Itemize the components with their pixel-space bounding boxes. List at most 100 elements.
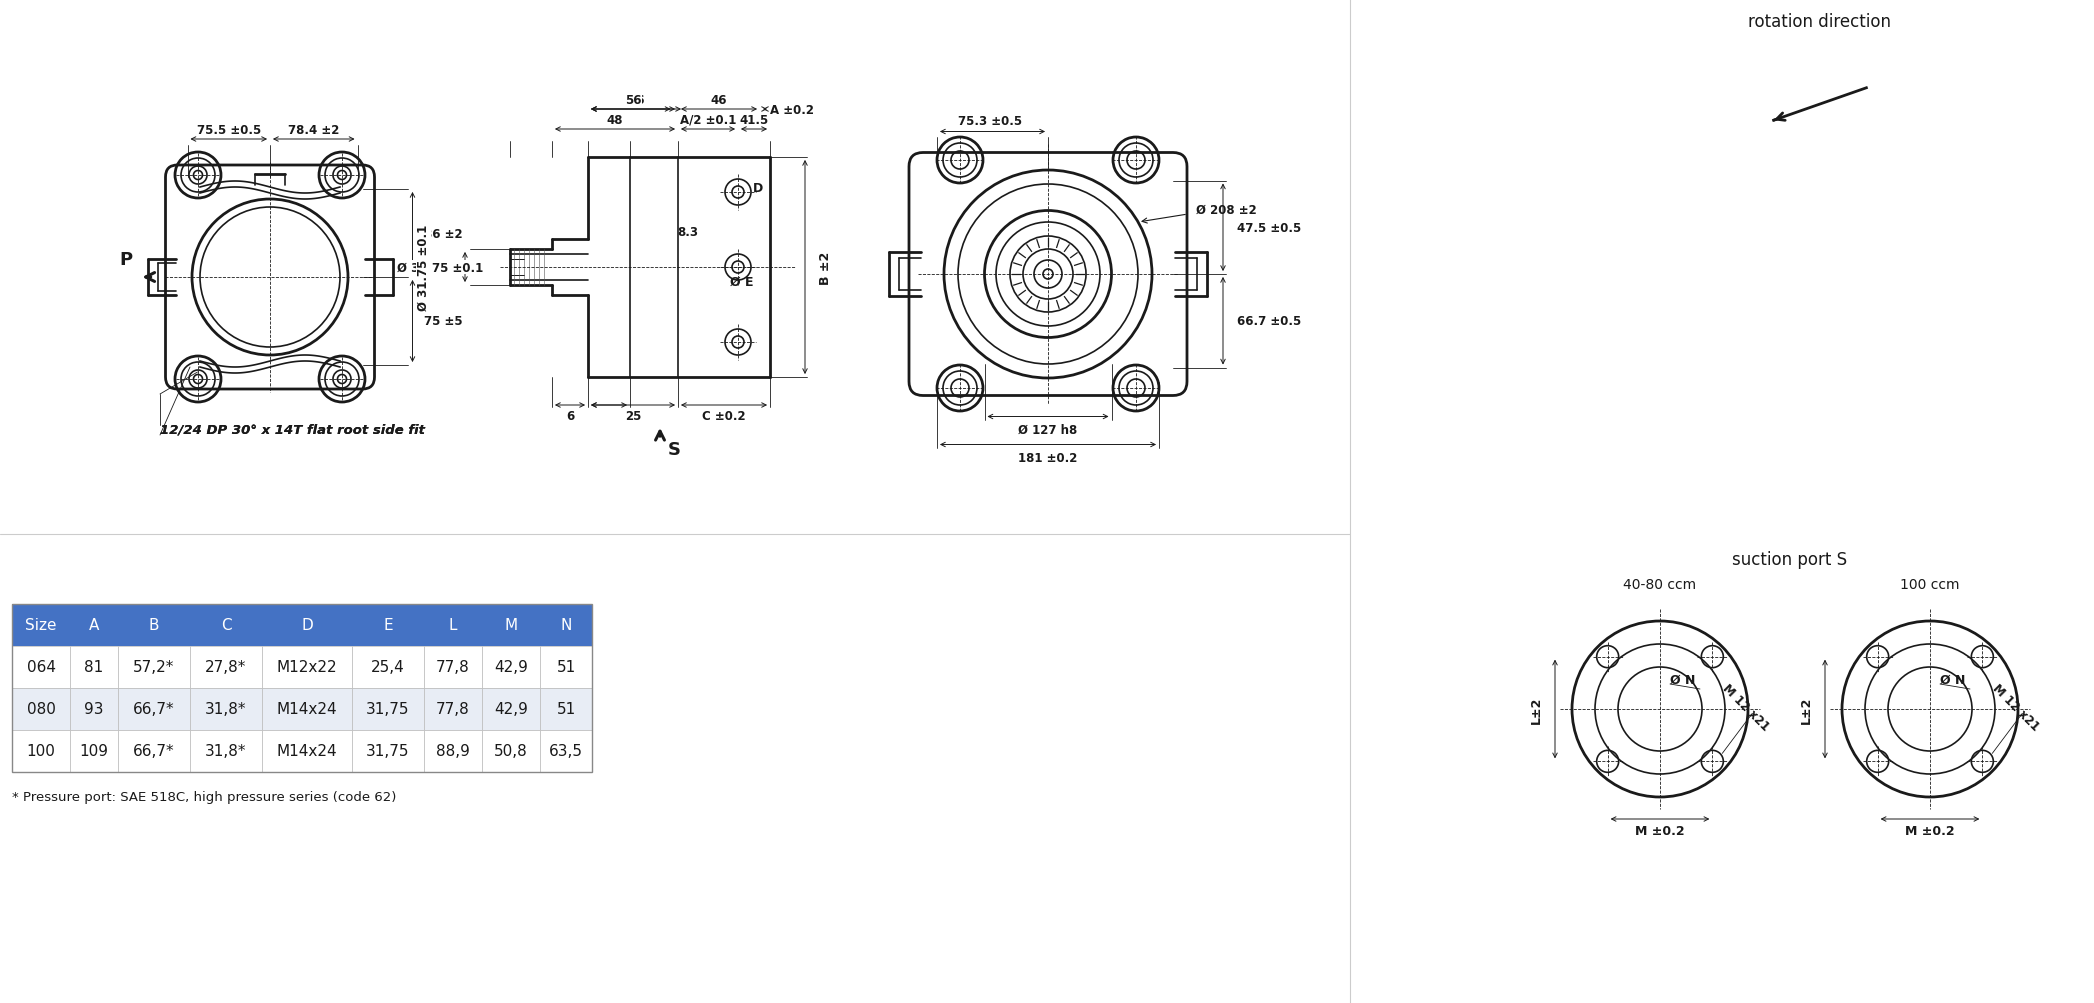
Bar (482, 688, 540, 730)
Bar (262, 646, 352, 688)
Bar (482, 730, 540, 772)
Text: 66,7*: 66,7* (134, 744, 174, 758)
Text: 81: 81 (84, 660, 103, 675)
Bar (69, 730, 117, 772)
Bar (117, 688, 191, 730)
Text: P: P (119, 251, 132, 269)
Text: Ø N: Ø N (1939, 673, 1966, 686)
Bar (540, 730, 593, 772)
Text: 75.3 ±0.5: 75.3 ±0.5 (959, 115, 1022, 127)
Bar (13, 730, 69, 772)
Bar (423, 730, 482, 772)
FancyBboxPatch shape (909, 153, 1187, 396)
Text: Ø N: Ø N (1671, 673, 1696, 686)
Bar (482, 605, 540, 646)
Text: 66.7 ±0.5: 66.7 ±0.5 (1238, 315, 1300, 328)
Bar (69, 605, 117, 646)
Text: M14x24: M14x24 (276, 702, 337, 717)
Bar (352, 646, 423, 688)
Text: 63,5: 63,5 (549, 744, 582, 758)
Text: Ø E: Ø E (731, 275, 754, 288)
Text: C: C (220, 618, 230, 633)
Text: B ±2: B ±2 (819, 251, 831, 284)
Text: 46: 46 (710, 93, 727, 106)
Bar (540, 688, 593, 730)
Text: 86 ±2: 86 ±2 (425, 228, 463, 241)
Text: 77,8: 77,8 (436, 702, 469, 717)
Text: L±2: L±2 (1531, 696, 1543, 723)
Text: N: N (561, 618, 572, 633)
Bar (117, 605, 191, 646)
Bar (191, 605, 262, 646)
Text: M14x24: M14x24 (276, 744, 337, 758)
Text: Ø 31.75 ±0.1: Ø 31.75 ±0.1 (417, 225, 429, 311)
Text: 12/24 DP 30° x 14T flat root side fit: 12/24 DP 30° x 14T flat root side fit (159, 423, 425, 436)
Bar (262, 730, 352, 772)
Text: 50,8: 50,8 (494, 744, 528, 758)
Text: E: E (383, 618, 394, 633)
Bar (540, 605, 593, 646)
Text: A ±0.2: A ±0.2 (771, 103, 815, 116)
Bar (191, 730, 262, 772)
Text: rotation direction: rotation direction (1748, 13, 1891, 31)
Bar (13, 688, 69, 730)
Bar (423, 605, 482, 646)
Text: 109: 109 (80, 744, 109, 758)
Text: 93: 93 (84, 702, 105, 717)
FancyBboxPatch shape (165, 165, 375, 389)
Text: 56: 56 (628, 93, 645, 106)
Bar (69, 646, 117, 688)
Text: 181 ±0.2: 181 ±0.2 (1018, 451, 1078, 464)
Text: 31,75: 31,75 (366, 702, 410, 717)
Bar (352, 688, 423, 730)
Bar (117, 646, 191, 688)
Bar (352, 605, 423, 646)
Text: Ø 208 ±2: Ø 208 ±2 (1196, 204, 1256, 217)
Text: M 12 x21: M 12 x21 (1721, 681, 1772, 732)
Text: 51: 51 (557, 702, 576, 717)
Text: 47.5 ±0.5: 47.5 ±0.5 (1238, 222, 1300, 235)
Bar (262, 605, 352, 646)
Bar (540, 646, 593, 688)
Text: 080: 080 (27, 702, 54, 717)
Text: 6: 6 (565, 410, 574, 423)
Bar (191, 688, 262, 730)
Text: 75 ±5: 75 ±5 (425, 315, 463, 328)
Text: * Pressure port: SAE 518C, high pressure series (code 62): * Pressure port: SAE 518C, high pressure… (13, 790, 396, 803)
Text: 12/24 DP 30° x 14T flat root side fit: 12/24 DP 30° x 14T flat root side fit (159, 423, 425, 436)
Text: 56: 56 (624, 93, 641, 106)
Text: 25: 25 (624, 410, 641, 423)
Text: 41.5: 41.5 (739, 113, 768, 126)
Bar (13, 605, 69, 646)
Text: 100 ccm: 100 ccm (1899, 578, 1960, 592)
Text: M 12 x21: M 12 x21 (1989, 681, 2042, 732)
Bar (13, 646, 69, 688)
Text: C ±0.2: C ±0.2 (701, 410, 745, 423)
Text: M ±0.2: M ±0.2 (1635, 824, 1686, 838)
Text: 31,8*: 31,8* (205, 702, 247, 717)
Text: 42,9: 42,9 (494, 702, 528, 717)
Text: 75.5 ±0.5: 75.5 ±0.5 (197, 123, 262, 136)
Text: 064: 064 (27, 660, 57, 675)
Bar (13, 605, 593, 772)
Text: A/2 ±0.1: A/2 ±0.1 (681, 113, 737, 126)
Bar (262, 688, 352, 730)
Text: D: D (754, 182, 762, 195)
Text: 57,2*: 57,2* (134, 660, 174, 675)
Bar (352, 730, 423, 772)
Text: 66,7*: 66,7* (134, 702, 174, 717)
Bar (69, 688, 117, 730)
Text: Ø 127 h8: Ø 127 h8 (1018, 423, 1078, 436)
Text: M12x22: M12x22 (276, 660, 337, 675)
Text: L±2: L±2 (1801, 696, 1813, 723)
Text: 27,8*: 27,8* (205, 660, 247, 675)
Text: 88,9: 88,9 (436, 744, 469, 758)
Text: A: A (88, 618, 98, 633)
Text: B: B (149, 618, 159, 633)
Bar (191, 646, 262, 688)
Text: 25,4: 25,4 (371, 660, 404, 675)
Text: 48: 48 (607, 113, 624, 126)
Bar (423, 688, 482, 730)
Text: 8.3: 8.3 (678, 227, 699, 240)
Text: 42,9: 42,9 (494, 660, 528, 675)
